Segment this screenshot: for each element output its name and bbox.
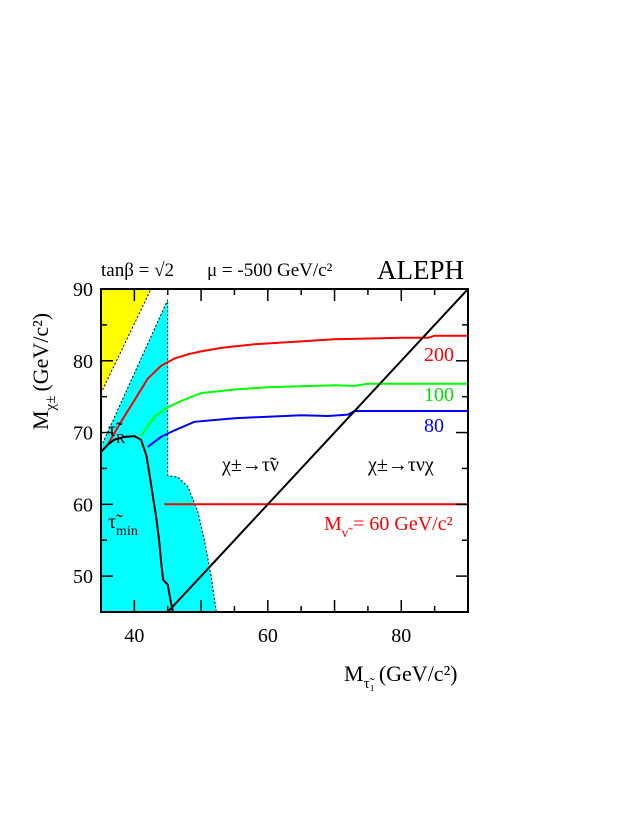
- region-0: [101, 289, 152, 394]
- excluded-regions: [101, 289, 217, 612]
- region-1: [101, 299, 217, 612]
- y-axis-title-m: M: [28, 410, 53, 430]
- series-line-1: [140, 382, 468, 437]
- series-lines: [101, 289, 468, 612]
- plot-frame: [100, 288, 469, 613]
- label-m-sneutrino-value: = 60 GeV/c²: [348, 513, 452, 535]
- label-tau-r-sub: R: [116, 432, 126, 447]
- header-tanb: tanβ = √2: [101, 260, 174, 281]
- series-line-0: [106, 334, 468, 446]
- label-m-sneutrino: Mν̃ = 60 GeV/c²: [324, 513, 453, 541]
- header-mu: μ = -500 GeV/c²: [207, 260, 333, 281]
- x-tick-label: 60: [258, 625, 278, 647]
- y-tick-label: 90: [73, 279, 93, 301]
- y-axis-title: Mχ± (GeV/c²): [28, 313, 59, 430]
- y-tick-label: 50: [73, 566, 93, 588]
- label-m-sneutrino-sub: ν̃: [342, 526, 353, 541]
- x-axis-title-m: M: [344, 661, 364, 686]
- y-axis-title-sub: χ±: [43, 396, 59, 412]
- label-100: 100: [424, 384, 454, 406]
- series-line-5: [166, 289, 468, 612]
- x-axis-title-sub: τ̃₁: [364, 676, 375, 692]
- y-tick-label: 60: [73, 494, 93, 516]
- series-line-2: [147, 410, 468, 448]
- x-axis-title: Mτ̃₁ (GeV/c²): [344, 661, 458, 692]
- experiment-label: ALEPH: [377, 255, 464, 285]
- y-tick-label: 80: [73, 351, 93, 373]
- label-decay-right: χ±→τνχ: [367, 454, 434, 476]
- x-axis-title-unit: (GeV/c²): [379, 661, 458, 686]
- series-line-4: [101, 435, 175, 612]
- label-80: 80: [424, 415, 444, 437]
- label-m-sneutrino-m: M: [324, 513, 342, 535]
- x-tick-label: 40: [124, 625, 144, 647]
- x-tick-label: 80: [391, 625, 411, 647]
- label-decay-left: χ±→τ̃ν: [221, 454, 279, 476]
- y-tick-label: 70: [73, 423, 93, 445]
- label-tau-min-sub: min: [116, 524, 138, 539]
- y-axis-title-unit: (GeV/c²): [28, 313, 53, 392]
- label-200: 200: [424, 344, 454, 366]
- axis-ticks: 40 60 80 50 60 70 80 90: [73, 279, 469, 647]
